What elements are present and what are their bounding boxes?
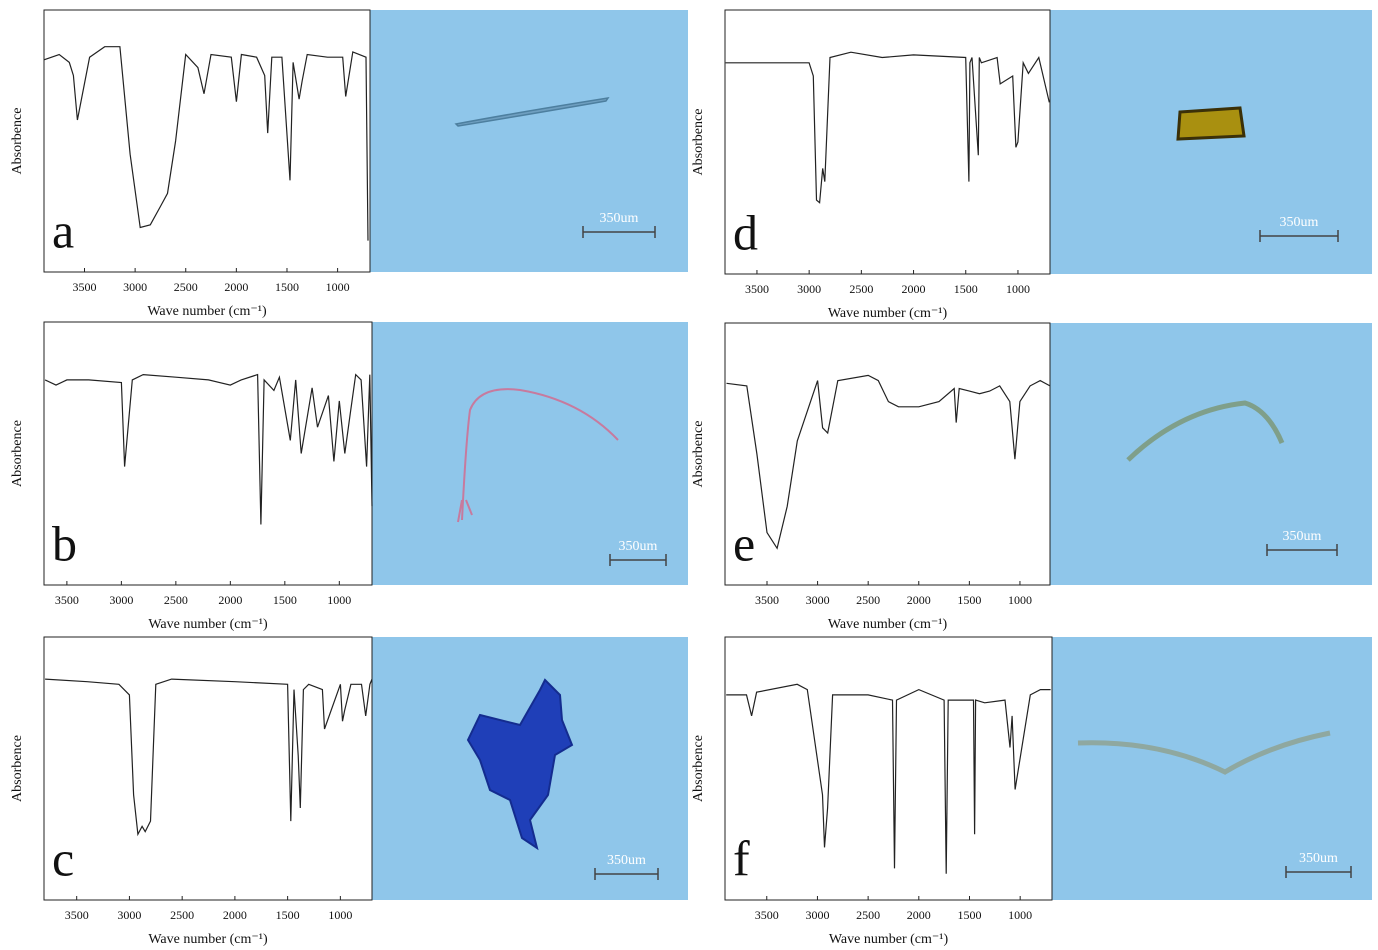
scale-bar: [609, 554, 667, 566]
x-tick-label: 1500: [273, 593, 297, 607]
micrograph: [370, 10, 688, 272]
x-tick-label: 1000: [1008, 593, 1032, 607]
x-tick-label: 3000: [109, 593, 133, 607]
y-axis-label: Absorbence: [10, 735, 25, 802]
panel-letter: f: [733, 830, 750, 886]
x-tick-label: 3000: [123, 280, 147, 294]
x-tick-label: 3500: [755, 593, 779, 607]
x-tick-label: 2500: [174, 280, 198, 294]
scale-bar: [594, 868, 659, 880]
x-tick-label: 3000: [805, 908, 829, 922]
plot-frame: [724, 322, 1051, 586]
plot-frame: [43, 9, 371, 273]
x-tick-label: 2000: [902, 282, 926, 296]
x-axis-label: Wave number (cm⁻¹): [828, 306, 948, 321]
spectrum-line: [726, 683, 1051, 874]
scale-bar-label: 350um: [1280, 215, 1319, 230]
x-axis-label: Wave number (cm⁻¹): [148, 617, 268, 632]
spectrum-line: [726, 374, 1051, 550]
y-axis-label: Absorbence: [691, 735, 706, 802]
x-tick-label: 1500: [276, 908, 300, 922]
panel-letter: d: [733, 204, 758, 260]
spectrum-line: [45, 678, 373, 837]
x-tick-label: 1500: [275, 280, 299, 294]
specimen: [457, 388, 619, 523]
x-tick-label: 2000: [907, 908, 931, 922]
x-tick-label: 2500: [164, 593, 188, 607]
micrograph: [372, 322, 688, 585]
x-tick-label: 2000: [907, 593, 931, 607]
panel-letter: a: [52, 202, 74, 258]
x-tick-label: 3000: [117, 908, 141, 922]
scale-bar-label: 350um: [607, 853, 646, 868]
x-tick-label: 2000: [223, 908, 247, 922]
panel: 350um 3500 3000 2500 2000 1500 1000 Wave number…: [10, 636, 688, 947]
x-tick-label: 2500: [856, 593, 880, 607]
scale-bar: [1285, 866, 1352, 878]
x-tick-label: 2000: [224, 280, 248, 294]
panel: 350um 3500 3000 2500 2000 1500 1000 Wave number…: [691, 322, 1372, 632]
x-tick-label: 3500: [72, 280, 96, 294]
specimen: [1126, 400, 1285, 462]
y-axis-label: Absorbence: [10, 420, 25, 487]
x-tick-label: 1500: [957, 908, 981, 922]
panel-letter: b: [52, 515, 77, 571]
x-tick-label: 3000: [806, 593, 830, 607]
x-tick-label: 1500: [954, 282, 978, 296]
x-tick-label: 2500: [856, 908, 880, 922]
specimen: [1077, 730, 1331, 775]
x-tick-label: 1000: [328, 908, 352, 922]
spectrum-line: [44, 373, 373, 525]
x-tick-label: 2500: [849, 282, 873, 296]
panel-letter: e: [733, 515, 755, 571]
plot-frame: [724, 9, 1051, 275]
scale-bar: [582, 226, 656, 238]
panel: 350um 3500 3000 2500 2000 1500 1000 Wave number…: [10, 9, 688, 319]
x-tick-label: 3500: [55, 593, 79, 607]
panel: 350um 3500 3000 2500 2000 1500 1000 Wave number…: [691, 636, 1372, 947]
x-tick-label: 2500: [170, 908, 194, 922]
panel: 350um 3500 3000 2500 2000 1500 1000 Wave number…: [691, 9, 1372, 321]
x-axis-label: Wave number (cm⁻¹): [147, 304, 267, 319]
spectrum-line: [43, 46, 369, 241]
specimen: [454, 96, 610, 127]
x-tick-label: 1000: [1006, 282, 1030, 296]
y-axis-label: Absorbence: [10, 108, 25, 175]
x-axis-label: Wave number (cm⁻¹): [829, 932, 949, 947]
plot-frame: [724, 636, 1053, 901]
y-axis-label: Absorbence: [691, 109, 706, 176]
x-axis-label: Wave number (cm⁻¹): [148, 932, 268, 947]
scale-bar: [1266, 544, 1338, 556]
scale-bar: [1259, 230, 1339, 242]
specimen: [1176, 106, 1246, 141]
micrograph: [1050, 10, 1372, 274]
scale-bar-label: 350um: [1299, 851, 1338, 866]
micrograph: [1050, 323, 1372, 585]
plot-frame: [43, 636, 373, 901]
x-tick-label: 1000: [326, 280, 350, 294]
panel: 350um 3500 3000 2500 2000 1500 1000 Wave number…: [10, 321, 688, 632]
x-tick-label: 1500: [957, 593, 981, 607]
scale-bar-label: 350um: [1283, 529, 1322, 544]
spectrum-line: [725, 51, 1050, 204]
specimen: [466, 678, 574, 851]
x-tick-label: 2000: [218, 593, 242, 607]
plot-frame: [43, 321, 373, 586]
scale-bar-label: 350um: [600, 211, 639, 226]
x-tick-label: 3000: [797, 282, 821, 296]
scale-bar-label: 350um: [619, 539, 658, 554]
x-tick-label: 1000: [1008, 908, 1032, 922]
y-axis-label: Absorbence: [691, 421, 706, 488]
x-tick-label: 1000: [327, 593, 351, 607]
x-tick-label: 3500: [745, 282, 769, 296]
panel-letter: c: [52, 830, 74, 886]
x-tick-label: 3500: [755, 908, 779, 922]
x-axis-label: Wave number (cm⁻¹): [828, 617, 948, 632]
x-tick-label: 3500: [65, 908, 89, 922]
